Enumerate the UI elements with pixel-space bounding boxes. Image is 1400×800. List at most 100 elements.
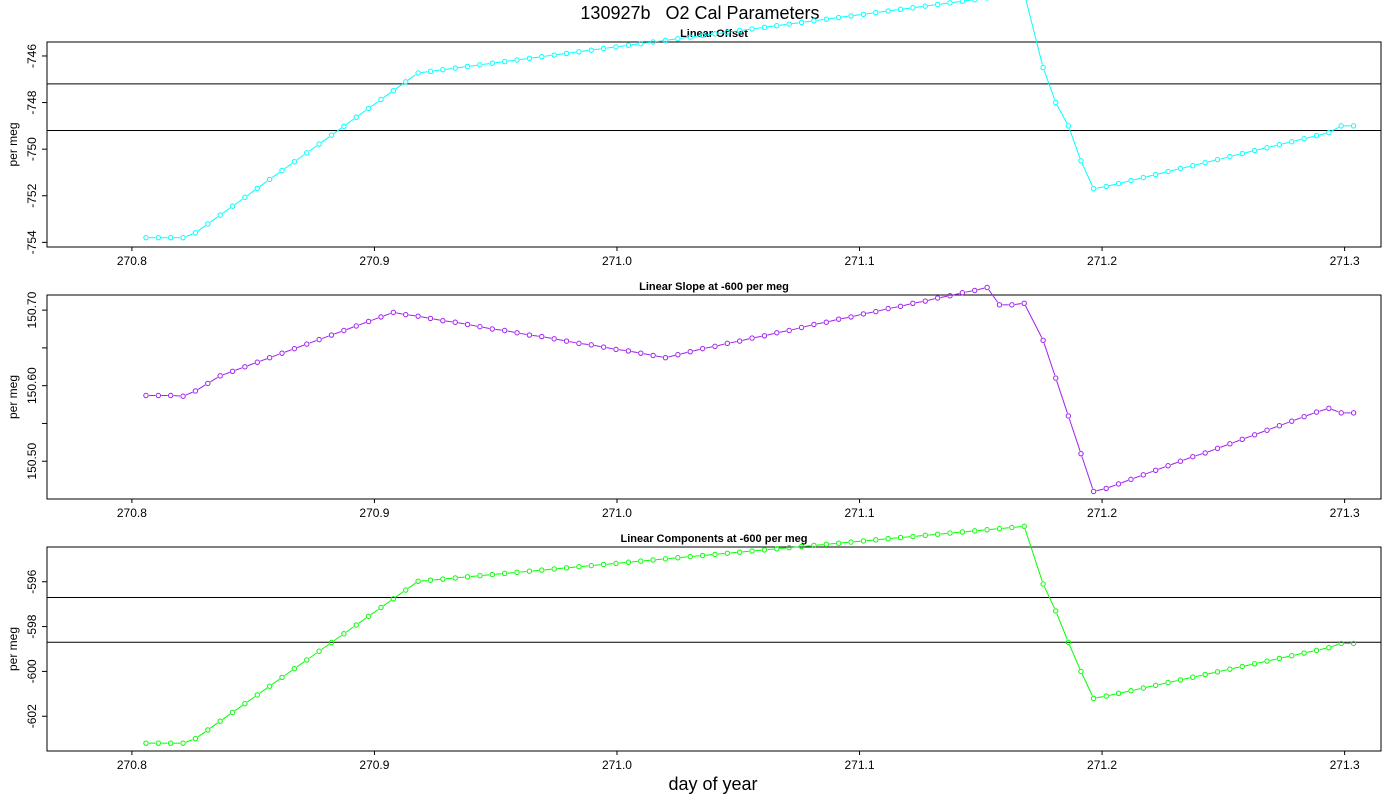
- series-segment: [643, 353, 651, 356]
- series-segment: [1244, 435, 1252, 439]
- series-segment: [458, 576, 465, 579]
- data-point: [860, 538, 867, 544]
- series-segment: [197, 225, 206, 232]
- data-point: [378, 96, 384, 103]
- data-point: [291, 666, 298, 672]
- data-point: [972, 528, 978, 534]
- data-point: [712, 551, 718, 558]
- data-point: [835, 540, 842, 546]
- series-segment: [185, 391, 193, 396]
- data-point: [167, 392, 174, 399]
- data-point: [551, 566, 557, 572]
- series-segment: [594, 48, 601, 51]
- data-point: [625, 348, 632, 354]
- data-point: [774, 22, 780, 29]
- data-point: [910, 300, 916, 307]
- data-point: [514, 57, 520, 63]
- series-segment: [296, 661, 305, 668]
- data-point: [563, 338, 570, 344]
- series-segment: [259, 180, 268, 187]
- data-point: [143, 392, 149, 399]
- data-point: [1177, 677, 1184, 683]
- data-point: [328, 332, 335, 338]
- series-segment: [1014, 526, 1022, 528]
- data-point: [1103, 485, 1109, 492]
- series-segment: [346, 326, 354, 330]
- data-point: [823, 319, 829, 325]
- series-segment: [1043, 343, 1056, 376]
- series-segment: [754, 335, 762, 339]
- data-point: [403, 587, 409, 593]
- data-point: [291, 345, 298, 352]
- series-segment: [445, 67, 453, 70]
- data-point: [526, 55, 533, 62]
- data-point: [551, 52, 557, 58]
- data-point: [217, 373, 223, 379]
- series-segment: [1220, 156, 1228, 160]
- data-point: [798, 19, 805, 26]
- series-segment: [680, 556, 688, 558]
- data-point: [774, 330, 780, 336]
- series-segment: [345, 118, 355, 125]
- data-point: [613, 44, 619, 50]
- data-point: [1009, 524, 1015, 531]
- data-point: [192, 735, 199, 742]
- data-point: [1214, 445, 1221, 452]
- data-point: [1264, 427, 1270, 433]
- series-segment: [544, 54, 552, 57]
- series-segment: [717, 32, 725, 34]
- data-point: [996, 525, 1003, 532]
- series-segment: [408, 314, 416, 317]
- data-point: [947, 0, 953, 6]
- series-segment: [1025, 0, 1043, 65]
- data-point: [304, 657, 310, 663]
- data-point: [477, 324, 483, 330]
- data-point: [1326, 644, 1332, 651]
- data-point: [1313, 132, 1320, 139]
- series-segment: [928, 4, 935, 7]
- series-segment: [395, 83, 404, 90]
- series-segment: [557, 53, 564, 56]
- data-point: [588, 47, 594, 53]
- series-segment: [334, 331, 342, 335]
- series-segment: [309, 340, 317, 344]
- series-segment: [1146, 685, 1153, 688]
- series-segment: [655, 355, 663, 358]
- data-point: [1078, 158, 1084, 164]
- data-point: [1264, 658, 1270, 664]
- data-point: [1115, 690, 1122, 697]
- series-segment: [222, 713, 231, 720]
- data-point: [489, 326, 496, 332]
- data-point: [724, 550, 731, 556]
- data-point: [1103, 693, 1109, 699]
- series-segment: [977, 529, 985, 532]
- series-segment: [742, 28, 750, 31]
- series-segment: [284, 349, 292, 353]
- x-tick-label: 271.3: [1330, 758, 1360, 772]
- series-segment: [829, 542, 836, 545]
- data-point: [873, 9, 879, 16]
- series-segment: [915, 6, 923, 8]
- data-point: [390, 309, 397, 316]
- data-point: [897, 6, 904, 13]
- data-point: [464, 63, 471, 70]
- data-point: [835, 14, 842, 21]
- data-point: [551, 336, 557, 342]
- series-segment: [742, 550, 750, 553]
- data-point: [1040, 337, 1046, 344]
- series-segment: [841, 316, 849, 320]
- data-point: [1301, 413, 1307, 420]
- series-segment: [370, 100, 379, 108]
- series-segment: [1257, 147, 1265, 151]
- data-point: [514, 569, 520, 576]
- series-segment: [458, 66, 465, 69]
- series-segment: [1195, 453, 1203, 457]
- data-point: [266, 683, 273, 689]
- data-point: [675, 555, 681, 561]
- series-segment: [940, 532, 948, 535]
- series-segment: [532, 569, 539, 572]
- data-point: [1202, 450, 1208, 456]
- data-point: [910, 5, 916, 11]
- data-point: [316, 336, 322, 343]
- series-segment: [866, 539, 873, 542]
